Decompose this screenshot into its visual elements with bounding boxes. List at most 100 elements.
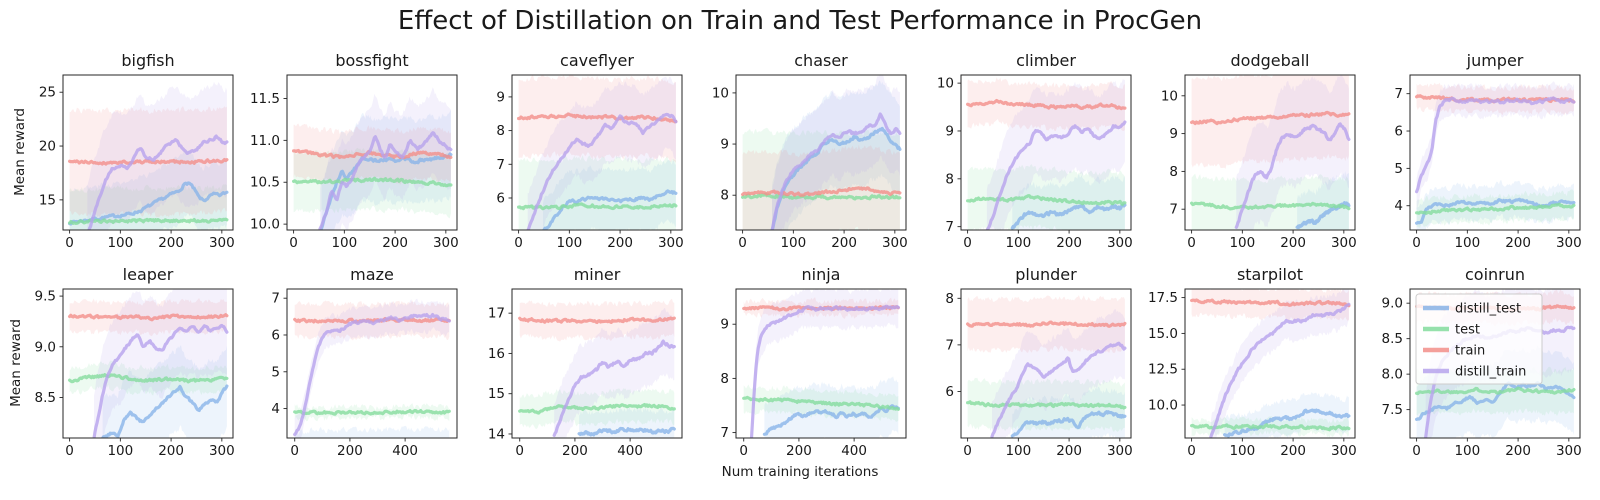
axes-frame [1409,288,1581,439]
axes-frame [62,74,234,231]
plot-area [1190,289,1351,438]
x-tick-label: 200 [1056,443,1082,459]
y-tick-label: 4 [1394,198,1403,214]
line-distill_test [319,152,453,230]
y-tick-label: 8 [1169,164,1178,180]
plot-area [518,298,676,438]
x-tick-label: 0 [65,443,74,459]
axes-frame [960,74,1132,231]
x-axis-label: Num training iterations [721,464,879,480]
subplot-dodgeball: 0 100 200 300 7 8 9 10 dodgeball [1127,49,1369,260]
line-train [966,320,1127,328]
subplot-canvas-jumper: 0 100 200 300 4 5 6 7 jumper [1394,51,1581,251]
x-tick-label: 100 [780,235,806,251]
subplot-title: chaser [794,51,848,70]
x-tick-label: 200 [1280,235,1306,251]
x-tick-label: 100 [1229,235,1255,251]
band-train [1191,75,1349,169]
y-tick-label: 15.0 [1148,326,1178,342]
x-tick-label: 0 [290,443,299,459]
axes-frame [960,288,1132,439]
band-distill_test [69,149,227,230]
y-tick-label: 10 [1161,88,1178,104]
subplot-title: bigfish [121,51,174,70]
line-test [1190,423,1351,432]
x-tick-label: 300 [1331,443,1357,459]
line-test [68,373,229,384]
line-test [1415,202,1576,215]
x-tick-label: 100 [331,235,357,251]
line-distill_test [1010,410,1127,438]
band-distill_train [294,298,450,438]
band-train [1416,82,1574,116]
x-tick-label: 200 [831,235,857,251]
x-tick-label: 300 [882,235,908,251]
x-tick-label: 0 [289,235,298,251]
x-tick-label: 200 [158,443,184,459]
band-distill_train [554,307,675,438]
y-tick-label: 14 [488,426,505,442]
x-tick-label: 0 [1412,235,1421,251]
x-tick-label: 400 [392,443,418,459]
y-tick-label: 8.5 [1382,331,1403,347]
axes-frame [1409,74,1581,231]
line-distill_test [101,384,229,438]
x-tick-label: 0 [65,235,74,251]
line-distill_test [577,426,676,437]
plot-area [741,75,902,230]
x-tick-label: 0 [514,235,523,251]
y-tick-label: 8 [720,188,729,204]
y-tick-label: 10.5 [250,175,280,191]
subplot-title: dodgeball [1231,51,1310,70]
legend-label-test: test [1455,323,1480,338]
line-distill_train [985,120,1127,230]
x-tick-label: 100 [1005,235,1031,251]
x-tick-label: 200 [158,235,184,251]
plot-area [68,289,229,438]
line-test [68,217,229,225]
plot-area [517,75,678,230]
y-tick-label: 15 [39,192,56,208]
plot-area [292,87,453,230]
x-tick-label: 200 [1505,235,1531,251]
subplot-chaser: 0 100 200 300 8 9 10 chaser [678,49,920,260]
axes-frame [1184,288,1356,439]
y-tick-label: 15 [488,386,505,402]
subplot-canvas-chaser: 0 100 200 300 8 9 10 chaser [712,51,908,251]
subplot-maze: 0 200 400 4 5 6 7 maze [229,263,471,468]
y-tick-label: 7 [1169,202,1178,218]
line-distill_train [293,313,451,437]
subplot-title: caveflyer [560,51,634,70]
y-tick-label: 8 [496,123,505,139]
subplot-leaper: 0 100 200 300 8.5 9.0 9.5 leaper [5,263,247,468]
y-tick-label: 5 [1394,161,1403,177]
y-tick-label: 7 [720,425,729,441]
axes-frame [735,74,907,231]
line-distill_train [552,339,676,437]
band-distill_train [751,289,899,438]
x-tick-label: 300 [1331,235,1357,251]
x-tick-label: 0 [739,443,748,459]
axes-frame [735,288,907,439]
subplot-title: plunder [1015,265,1077,284]
x-tick-label: 0 [963,235,972,251]
x-tick-label: 400 [617,443,643,459]
legend-label-distill_train: distill_train [1455,365,1526,380]
y-tick-label: 7 [496,157,505,173]
subplot-title: miner [574,265,621,284]
y-tick-label: 25 [39,85,56,101]
x-tick-label: 400 [841,443,867,459]
subplot-canvas-coinrun: 0 100 200 300 7.5 8.0 8.5 9.0 coinrun distill_tes… [1382,265,1582,459]
line-train [68,313,229,322]
subplot-title: climber [1016,51,1076,70]
line-test [966,400,1127,410]
band-test [518,155,676,230]
plot-area [966,295,1127,438]
legend-box [1415,293,1543,385]
x-tick-label: 100 [1005,443,1031,459]
subplot-bossfight: 0 100 200 300 10.0 10.5 11.0 11.5 bossfight [229,49,471,260]
subplot-plunder: 0 100 200 300 6 7 8 plunder [903,263,1145,468]
line-train [966,98,1127,111]
x-tick-label: 300 [1107,443,1133,459]
